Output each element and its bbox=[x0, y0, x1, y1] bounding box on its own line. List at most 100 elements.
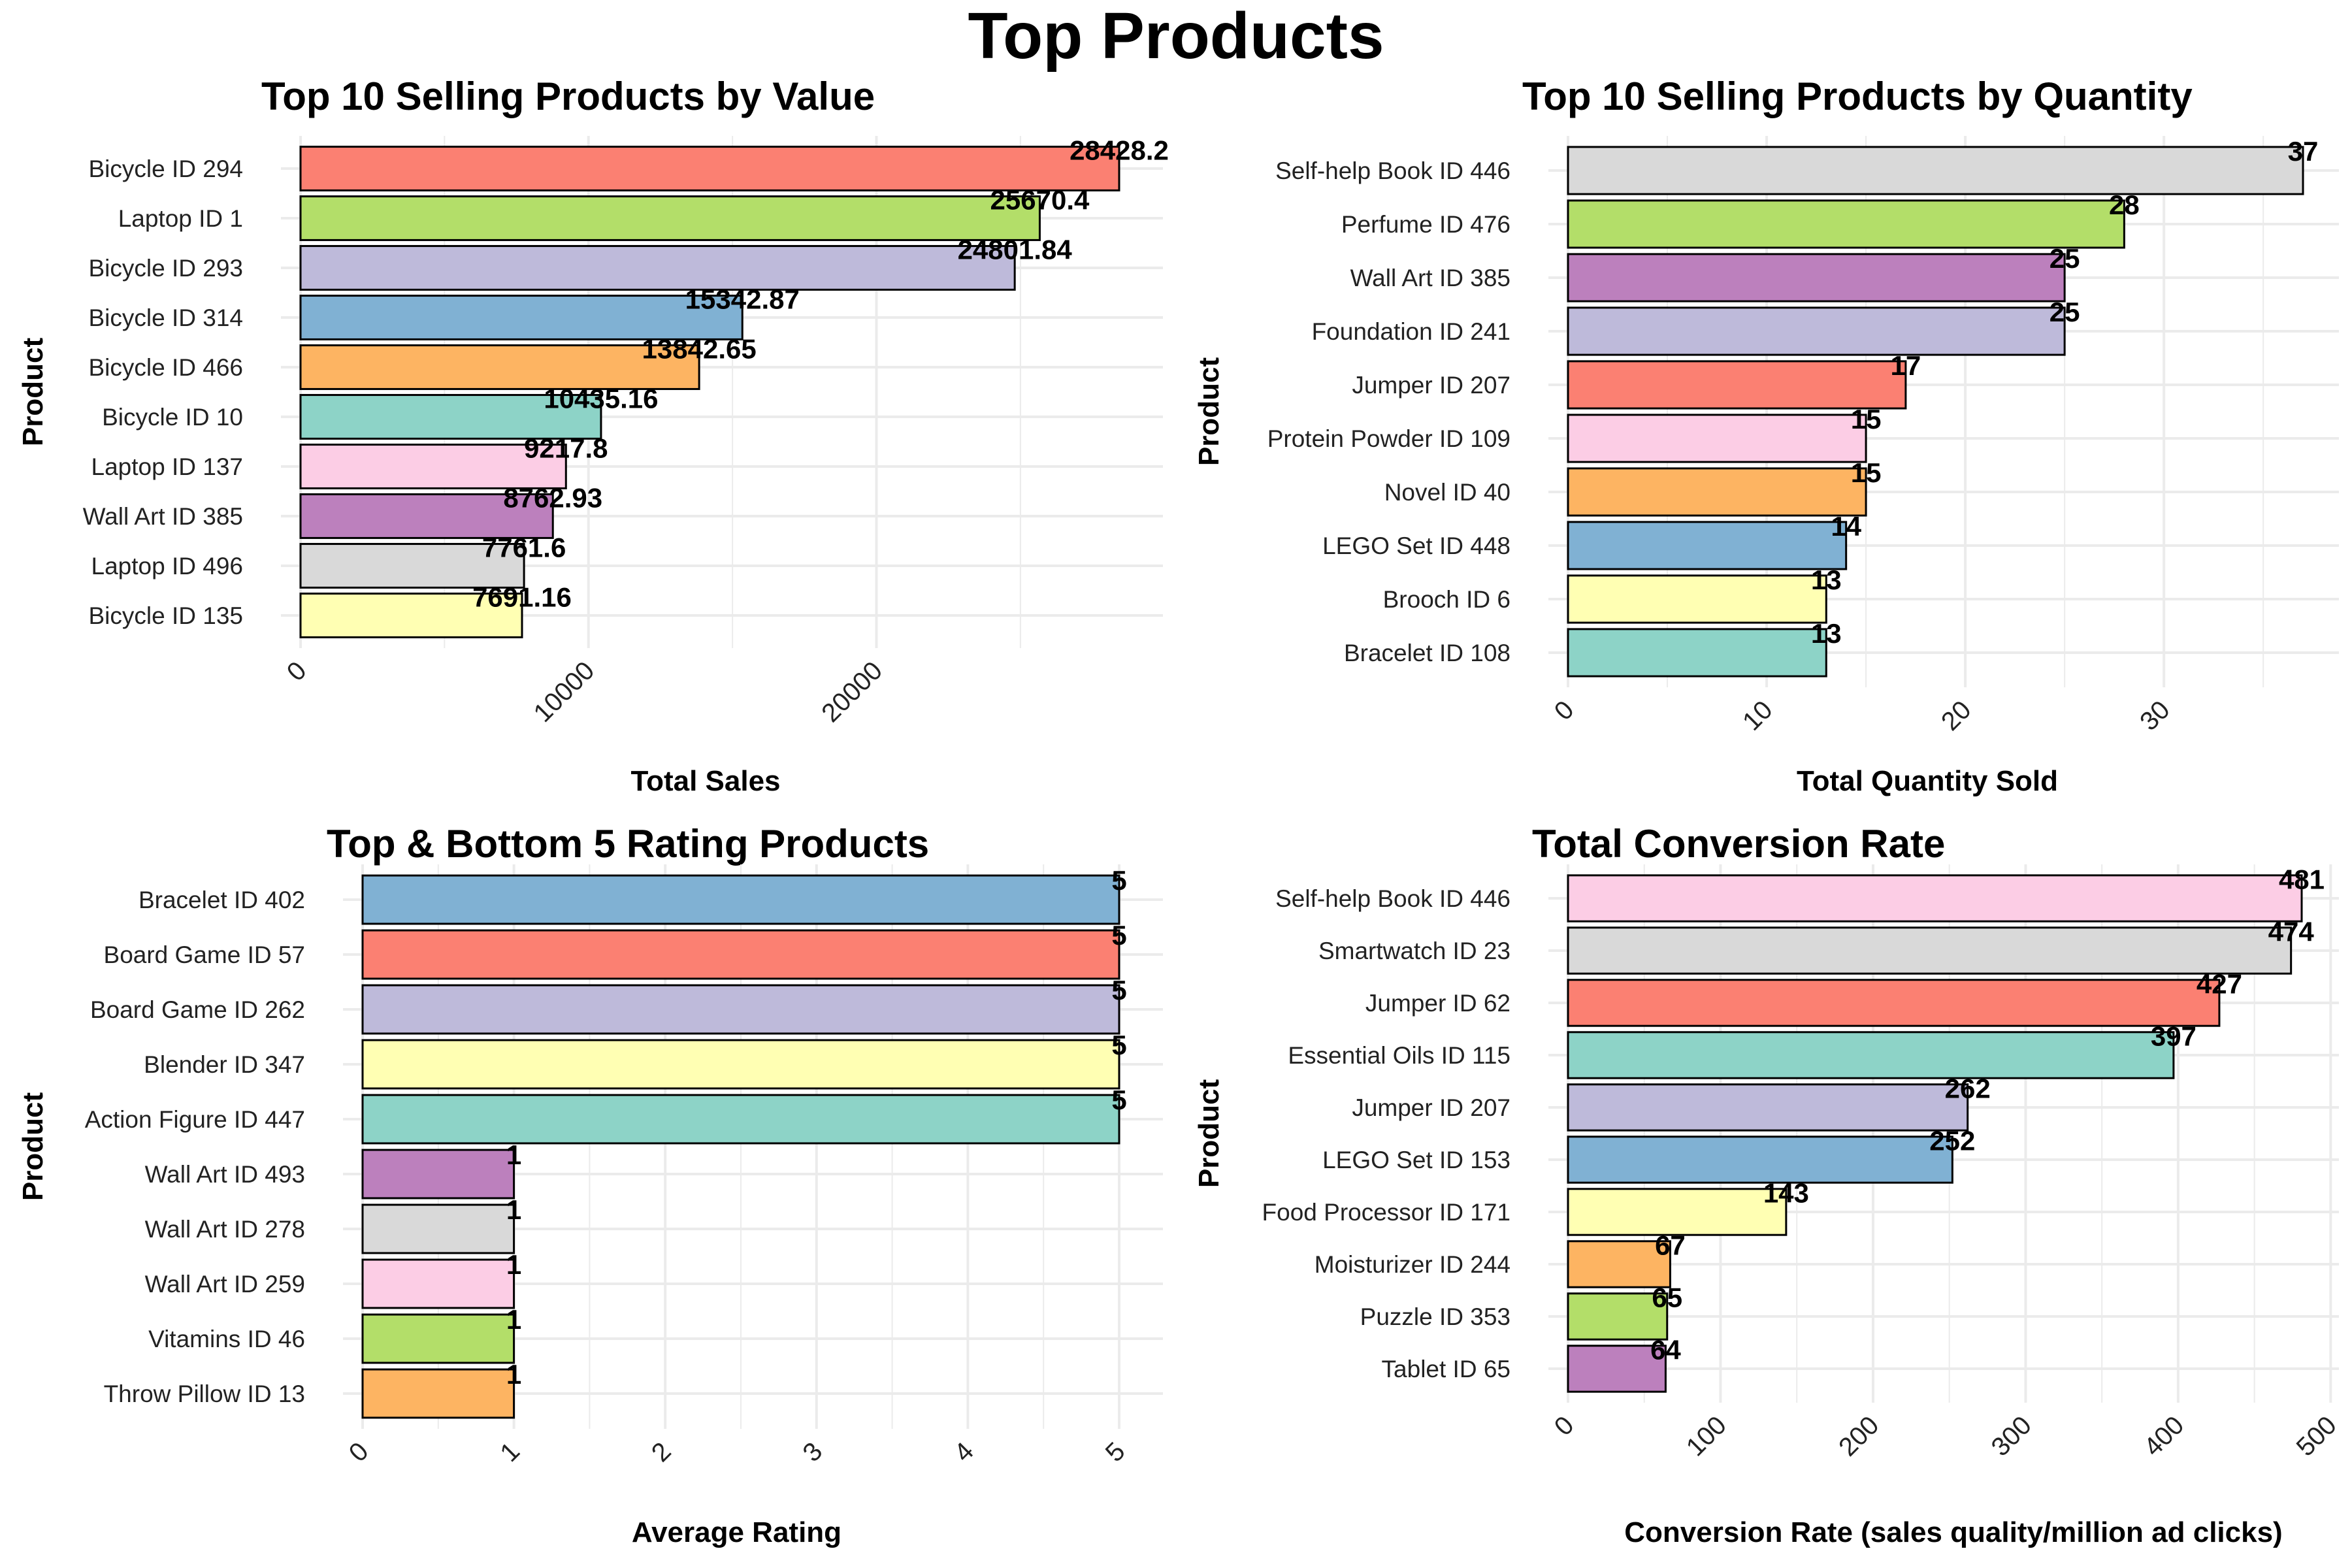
category-label: Jumper ID 207 bbox=[1352, 372, 1511, 399]
bar bbox=[1567, 874, 2303, 923]
category-label: Throw Pillow ID 13 bbox=[104, 1380, 305, 1407]
data-label: 1 bbox=[506, 1249, 521, 1280]
x-tick-label: 20000 bbox=[816, 656, 888, 728]
data-label: 25 bbox=[2050, 243, 2080, 274]
bar bbox=[299, 344, 700, 390]
bar bbox=[299, 493, 554, 539]
category-label: Wall Art ID 385 bbox=[1350, 265, 1511, 291]
bar bbox=[1567, 360, 1907, 410]
y-axis-label: Product bbox=[17, 338, 49, 447]
category-label: Bracelet ID 402 bbox=[139, 887, 305, 913]
bar bbox=[1567, 521, 1848, 570]
bar bbox=[361, 1094, 1120, 1145]
data-label: 5 bbox=[1111, 975, 1126, 1005]
x-tick-label: 30 bbox=[2134, 695, 2176, 736]
bar bbox=[1567, 1135, 1953, 1184]
data-label: 1 bbox=[506, 1359, 521, 1390]
category-label: Perfume ID 476 bbox=[1341, 211, 1511, 238]
data-label: 28 bbox=[2109, 189, 2140, 220]
category-label: Self-help Book ID 446 bbox=[1275, 157, 1511, 184]
bar bbox=[361, 1313, 515, 1364]
data-label: 13842.65 bbox=[642, 333, 757, 364]
data-label: 1 bbox=[506, 1194, 521, 1225]
data-label: 262 bbox=[1945, 1073, 1991, 1104]
data-label: 5 bbox=[1111, 1085, 1126, 1115]
bar bbox=[361, 929, 1120, 980]
category-label: Food Processor ID 171 bbox=[1262, 1199, 1511, 1226]
category-label: Board Game ID 262 bbox=[90, 996, 305, 1023]
data-label: 15 bbox=[1851, 404, 1882, 434]
x-tick-label: 0 bbox=[282, 656, 312, 687]
category-label: Puzzle ID 353 bbox=[1360, 1303, 1511, 1330]
x-tick-label: 20 bbox=[1936, 695, 1977, 736]
bar bbox=[299, 394, 602, 440]
category-label: Foundation ID 241 bbox=[1312, 318, 1511, 345]
x-tick-label: 300 bbox=[1986, 1411, 2037, 1462]
data-label: 5 bbox=[1111, 920, 1126, 951]
category-label: Laptop ID 1 bbox=[118, 205, 243, 232]
bar bbox=[299, 543, 525, 589]
bar bbox=[1567, 1240, 1671, 1288]
category-label: Bracelet ID 108 bbox=[1344, 640, 1511, 666]
bar bbox=[361, 1368, 515, 1419]
chart-title: Top & Bottom 5 Rating Products bbox=[327, 822, 929, 866]
data-label: 65 bbox=[1652, 1282, 1682, 1313]
bar bbox=[361, 874, 1120, 925]
data-label: 5 bbox=[1111, 865, 1126, 896]
category-label: Bicycle ID 10 bbox=[102, 404, 243, 431]
chart-rating: Top & Bottom 5 Rating Products Bracelet I… bbox=[17, 822, 1163, 1548]
data-label: 10435.16 bbox=[544, 383, 658, 414]
chart-title: Top 10 Selling Products by Value bbox=[261, 74, 875, 118]
category-label: Laptop ID 137 bbox=[91, 453, 243, 480]
bar bbox=[1567, 199, 2125, 249]
x-tick-label: 3 bbox=[797, 1437, 828, 1467]
data-label: 24801.84 bbox=[958, 234, 1073, 265]
category-label: Smartwatch ID 23 bbox=[1318, 938, 1511, 964]
data-label: 5 bbox=[1111, 1030, 1126, 1060]
data-label: 481 bbox=[2279, 864, 2325, 895]
bar bbox=[299, 146, 1120, 191]
x-tick-label: 0 bbox=[1549, 695, 1580, 726]
x-tick-label: 5 bbox=[1100, 1437, 1131, 1467]
category-label: Essential Oils ID 115 bbox=[1288, 1042, 1511, 1069]
data-label: 8762.93 bbox=[503, 482, 602, 513]
category-label: LEGO Set ID 153 bbox=[1322, 1147, 1511, 1173]
data-label: 28428.2 bbox=[1070, 135, 1169, 165]
category-label: Wall Art ID 385 bbox=[83, 503, 243, 530]
data-label: 397 bbox=[2151, 1021, 2197, 1052]
bar bbox=[1567, 979, 2221, 1027]
bar bbox=[1567, 1345, 1667, 1393]
x-tick-label: 0 bbox=[344, 1437, 374, 1467]
bar bbox=[361, 1258, 515, 1309]
category-label: Bicycle ID 466 bbox=[89, 354, 244, 381]
category-label: Jumper ID 207 bbox=[1352, 1094, 1511, 1121]
bar bbox=[1567, 1083, 1969, 1132]
bar bbox=[1567, 1292, 1669, 1341]
data-label: 252 bbox=[1929, 1126, 1975, 1156]
data-label: 7691.16 bbox=[472, 581, 572, 612]
bar bbox=[1567, 306, 2066, 356]
bar bbox=[299, 295, 743, 340]
category-label: Protein Powder ID 109 bbox=[1267, 425, 1511, 452]
bar bbox=[1567, 467, 1867, 517]
data-label: 25 bbox=[2050, 297, 2080, 327]
category-label: Novel ID 40 bbox=[1384, 479, 1511, 506]
page-title: Top Products bbox=[968, 0, 1384, 73]
data-label: 7761.6 bbox=[482, 532, 566, 563]
data-label: 13 bbox=[1811, 618, 1842, 649]
x-tick-label: 100 bbox=[1681, 1411, 1732, 1462]
x-tick-label: 500 bbox=[2291, 1411, 2342, 1462]
category-label: Vitamins ID 46 bbox=[148, 1326, 305, 1352]
data-label: 64 bbox=[1650, 1335, 1681, 1365]
data-label: 9217.8 bbox=[524, 433, 608, 463]
category-label: Moisturizer ID 244 bbox=[1315, 1251, 1511, 1278]
data-label: 25670.4 bbox=[990, 184, 1090, 215]
bar bbox=[361, 1039, 1120, 1090]
bar bbox=[1567, 253, 2066, 302]
bar bbox=[361, 984, 1120, 1035]
category-label: Self-help Book ID 446 bbox=[1275, 885, 1511, 912]
category-label: Bicycle ID 294 bbox=[89, 155, 244, 182]
bar bbox=[361, 1149, 515, 1200]
category-label: Bicycle ID 293 bbox=[89, 255, 244, 282]
